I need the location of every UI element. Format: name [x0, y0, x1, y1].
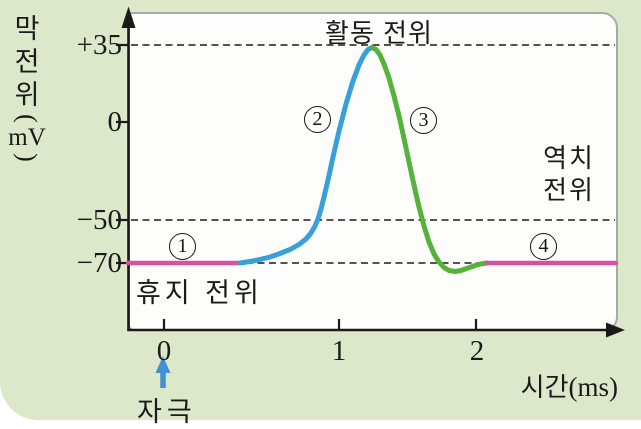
- y-tick-label-minus50: −50: [76, 204, 122, 236]
- y-axis-label: 막 전 위 ( mV ): [2, 13, 52, 164]
- x-tick-label-1: 1: [331, 335, 347, 367]
- phase-marker-1: 1: [169, 233, 196, 260]
- x-tick-label-0: 0: [156, 335, 172, 367]
- threshold-label-line2: 전위: [543, 175, 595, 205]
- phase-marker-3: 3: [410, 107, 437, 134]
- threshold-potential-label: 역치 전위: [521, 142, 617, 206]
- y-axis-label-char: 막: [14, 14, 40, 44]
- resting-potential-label: 휴지 전위: [136, 278, 263, 308]
- y-tick-label-0: 0: [107, 106, 123, 138]
- y-tick-label-minus70: −70: [76, 247, 122, 279]
- y-axis-unit-paren-open: (: [12, 114, 42, 123]
- repolarization-curve: [369, 45, 490, 274]
- depolarization-curve: [237, 45, 375, 266]
- stimulus-arrow-head: [155, 356, 171, 373]
- threshold-label-line1: 역치: [543, 143, 595, 173]
- y-axis-unit: mV: [8, 124, 46, 151]
- y-axis-label-char: 전: [14, 47, 40, 77]
- x-axis-label: 시간(ms): [450, 367, 618, 404]
- phase-marker-4: 4: [530, 233, 557, 260]
- action-potential-title: 활동 전위: [325, 18, 433, 48]
- phase-marker-2: 2: [304, 106, 331, 133]
- y-tick-label-plus35: +35: [76, 29, 122, 61]
- y-axis-label-char: 위: [14, 80, 40, 110]
- chart-svg: [116, 6, 625, 388]
- x-tick-label-2: 2: [469, 335, 485, 367]
- stimulus-label: 자극: [137, 397, 197, 427]
- x-axis-label-korean: 시간: [520, 372, 569, 402]
- x-axis-unit: (ms): [568, 372, 619, 402]
- y-axis-unit-paren-close: ): [12, 153, 42, 162]
- plot-area: [128, 12, 618, 331]
